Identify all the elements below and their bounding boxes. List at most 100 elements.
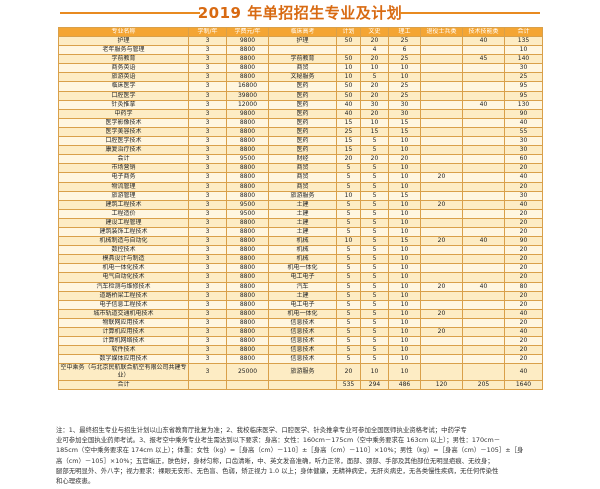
table-row: 电子商务 3 8800 商贸 5 5 10 20 40 [58, 172, 543, 183]
cell-li: 25 [388, 54, 421, 65]
cell-fee: 8800 [226, 136, 269, 147]
table-row: 学前教育 3 8800 学前教育 50 20 25 45 140 [58, 54, 543, 65]
cell-plan: 5 [336, 308, 361, 319]
cell-plan: 50 [336, 35, 361, 47]
table-row: 市场营销 3 8800 商贸 5 5 10 20 [58, 163, 543, 174]
cell-li: 10 [388, 272, 421, 283]
table-row: 物联网应用技术 3 8800 信息技术 5 5 10 20 [58, 317, 543, 329]
cell-name: 电子商务 [58, 172, 189, 183]
cell-tech [462, 345, 505, 356]
cell-total: 30 [504, 136, 543, 147]
cell-li: 10 [388, 181, 421, 192]
cell-wen: 5 [360, 217, 389, 228]
cell-wen: 5 [360, 172, 389, 183]
cell-skill [420, 363, 463, 382]
footnote-line: 注：1、最终招生专业与招生计划以山东省教育厅批复为准；2、我校临床医学、口腔医学… [56, 426, 467, 434]
cell-years: 3 [188, 217, 227, 228]
cell-tech [462, 354, 505, 365]
cell-fee: 8800 [226, 181, 269, 192]
cell-skill [420, 263, 463, 274]
cell-skill [420, 272, 463, 283]
header-plan: 计划 [336, 27, 361, 37]
cell-fee: 8800 [226, 317, 269, 329]
cell-fee: 8800 [226, 126, 269, 138]
cell-plan: 5 [336, 226, 361, 238]
cell-wen: 10 [360, 63, 389, 74]
cell-cat: 机电一体化 [268, 263, 337, 274]
cell-plan: 5 [336, 272, 361, 283]
cell-li: 25 [388, 81, 421, 92]
cell-fee: 8800 [226, 163, 269, 174]
cell-li: 10 [388, 63, 421, 74]
cell-tech [462, 126, 505, 138]
cell-wen: 5 [360, 354, 389, 365]
cell-tech: 40 [462, 99, 505, 110]
header-fee: 学费元/年 [226, 27, 269, 37]
cell-li: 25 [388, 90, 421, 101]
cell-cat: 土建 [268, 208, 337, 219]
cell-li: 15 [388, 236, 421, 247]
total-years-cell [188, 380, 227, 391]
cell-cat: 土建 [268, 217, 337, 228]
table-row: 口腔医学技术 3 8800 医药 15 5 10 30 [58, 136, 543, 147]
cell-years: 3 [188, 117, 227, 128]
table-row: 医学美容技术 3 8800 医药 25 15 15 55 [58, 126, 543, 138]
table-row: 城市轨道交通机电技术 3 8800 机电一体化 5 5 10 20 40 [58, 308, 543, 319]
cell-fee: 8800 [226, 117, 269, 128]
table-total-row: 合计 535 294 486 120 205 1640 [58, 380, 543, 391]
cell-li: 15 [388, 190, 421, 201]
cell-li: 10 [388, 245, 421, 256]
header-major: 专业名称 [58, 27, 189, 37]
total-cat-cell [268, 380, 337, 391]
cell-skill [420, 63, 463, 74]
total-plan: 535 [336, 380, 361, 391]
cell-wen: 20 [360, 154, 389, 165]
cell-total: 20 [504, 336, 543, 347]
cell-fee: 16800 [226, 81, 269, 92]
cell-years: 3 [188, 136, 227, 147]
cell-fee: 9500 [226, 154, 269, 165]
cell-plan: 10 [336, 236, 361, 247]
table-row: 计算机应用技术 3 8800 信息技术 5 5 10 20 40 [58, 326, 543, 338]
cell-years: 3 [188, 245, 227, 256]
cell-years: 3 [188, 181, 227, 192]
cell-tech: 40 [462, 35, 505, 47]
cell-plan: 10 [336, 72, 361, 83]
cell-total: 10 [504, 45, 543, 56]
cell-name: 机电一体化技术 [58, 263, 189, 274]
cell-plan: 20 [336, 363, 361, 382]
cell-cat: 信息技术 [268, 336, 337, 347]
cell-wen: 15 [360, 126, 389, 138]
cell-cat: 医药 [268, 108, 337, 119]
cell-skill [420, 136, 463, 147]
table-row: 建筑工程技术 3 9500 土建 5 5 10 20 40 [58, 199, 543, 210]
cell-cat: 信息技术 [268, 354, 337, 365]
cell-fee: 9500 [226, 208, 269, 219]
cell-cat: 信息技术 [268, 345, 337, 356]
cell-tech [462, 145, 505, 156]
cell-li: 10 [388, 354, 421, 365]
cell-wen: 5 [360, 145, 389, 156]
cell-li: 30 [388, 99, 421, 110]
cell-wen: 20 [360, 90, 389, 101]
cell-skill [420, 336, 463, 347]
cell-wen: 20 [360, 54, 389, 65]
cell-years: 3 [188, 108, 227, 119]
cell-cat: 财经 [268, 154, 337, 165]
cell-years: 3 [188, 272, 227, 283]
cell-skill [420, 90, 463, 101]
table-row: 数字媒体应用技术 3 8800 信息技术 5 5 10 20 [58, 354, 543, 365]
cell-skill [420, 108, 463, 119]
cell-plan: 15 [336, 145, 361, 156]
cell-skill [420, 117, 463, 128]
cell-tech: 45 [462, 54, 505, 65]
cell-plan: 5 [336, 263, 361, 274]
cell-cat: 机械 [268, 245, 337, 256]
total-wen: 294 [360, 380, 389, 391]
cell-plan: 50 [336, 81, 361, 92]
table-row: 旅游英语 3 8800 文秘服务 10 5 10 25 [58, 72, 543, 83]
cell-tech [462, 326, 505, 338]
table-row: 临床医学 3 16800 医药 50 20 25 95 [58, 81, 543, 92]
cell-fee: 9800 [226, 35, 269, 47]
cell-skill: 20 [420, 308, 463, 319]
